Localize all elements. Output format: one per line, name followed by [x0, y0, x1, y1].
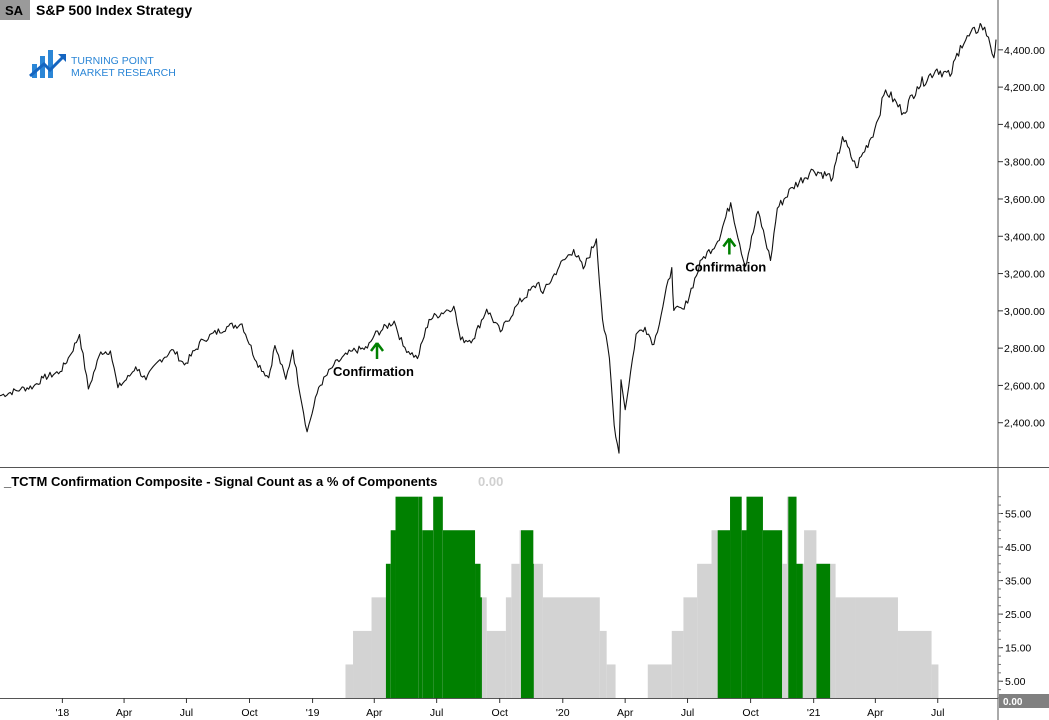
- indicator-tick-label: 55.00: [1005, 508, 1031, 520]
- chart-title: S&P 500 Index Strategy: [36, 2, 192, 18]
- time-axis: '18 Apr Jul Oct '19 Apr Jul Oct '20 Apr Jul Oct '21 A…: [56, 698, 944, 719]
- confirmation-bar: [390, 530, 396, 698]
- time-tick-label: Apr: [617, 707, 634, 719]
- time-tick-label: '18: [56, 707, 70, 719]
- signal-bar: [606, 664, 616, 698]
- signal-bar: [533, 563, 543, 698]
- confirmation-label: Confirmation: [685, 260, 766, 275]
- price-tick-label: 3,000.00: [1004, 306, 1045, 318]
- logo: TURNING POINT MARKET RESEARCH: [29, 50, 176, 79]
- price-line: [0, 22, 997, 454]
- time-tick-label: Apr: [366, 707, 383, 719]
- signal-bar: [931, 664, 939, 698]
- indicator-tick-label: 5.00: [1005, 676, 1026, 688]
- signal-bar: [804, 530, 817, 698]
- signal-bar: [345, 664, 354, 698]
- time-tick-label: '20: [556, 707, 570, 719]
- confirmation-bar: [442, 530, 476, 698]
- indicator-value-badge-bg: [999, 694, 1049, 708]
- time-tick-label: Oct: [742, 707, 758, 719]
- price-tick-label: 4,400.00: [1004, 45, 1045, 57]
- price-tick-label: 3,800.00: [1004, 157, 1045, 169]
- indicator-axis: 5.00 15.00 25.00 35.00 45.00 55.00: [998, 496, 1031, 699]
- indicator-tick-label: 45.00: [1005, 542, 1031, 554]
- confirmation-bar: [788, 496, 797, 698]
- signal-bar: [671, 630, 684, 698]
- time-tick-label: Oct: [492, 707, 508, 719]
- signal-bar: [835, 597, 856, 698]
- signal-bar: [371, 597, 386, 698]
- signal-bar: [486, 630, 506, 698]
- signal-bar: [505, 597, 512, 698]
- signal-bar: [647, 664, 672, 698]
- signal-bar: [599, 630, 607, 698]
- indicator-bars: [345, 496, 939, 698]
- confirmation-bar: [520, 530, 534, 698]
- confirmation-bar: [533, 563, 534, 698]
- time-tick-label: Jul: [180, 707, 193, 719]
- logo-line1: TURNING POINT: [71, 55, 154, 67]
- indicator-last-value: 0.00: [478, 474, 503, 489]
- confirmation-bar: [480, 597, 482, 698]
- symbol-badge-bg: [0, 0, 30, 20]
- time-tick-label: '19: [306, 707, 320, 719]
- signal-bar: [511, 563, 520, 698]
- price-tick-label: 2,800.00: [1004, 343, 1045, 355]
- time-tick-label: Apr: [116, 707, 133, 719]
- signal-bar: [353, 630, 372, 698]
- symbol-badge: SA: [5, 3, 24, 18]
- price-tick-label: 2,400.00: [1004, 418, 1045, 430]
- price-tick-label: 4,000.00: [1004, 119, 1045, 131]
- price-tick-label: 3,600.00: [1004, 194, 1045, 206]
- price-tick-label: 3,200.00: [1004, 269, 1045, 281]
- signal-bar: [480, 597, 487, 698]
- time-tick-label: Oct: [241, 707, 257, 719]
- confirmation-bar: [433, 496, 443, 698]
- signal-bar: [542, 597, 600, 698]
- confirmation-bar: [816, 563, 831, 698]
- time-tick-label: Apr: [867, 707, 884, 719]
- indicator-tick-label: 25.00: [1005, 609, 1031, 621]
- signal-bar: [683, 597, 698, 698]
- confirmation-bar: [741, 530, 747, 698]
- indicator-value-badge: 0.00: [1003, 697, 1023, 708]
- confirmation-bar: [746, 496, 763, 698]
- confirmation-bar: [418, 496, 423, 698]
- signal-bar: [782, 563, 787, 698]
- confirmation-bar: [717, 530, 731, 698]
- time-tick-label: Jul: [430, 707, 443, 719]
- indicator-tick-label: 35.00: [1005, 576, 1031, 588]
- price-axis: 2,400.00 2,600.00 2,800.00 3,000.00 3,200.00…: [998, 45, 1045, 430]
- confirmation-bar: [475, 563, 481, 698]
- bar-chart-arrow-icon: [29, 50, 66, 78]
- time-tick-label: Jul: [681, 707, 694, 719]
- signal-bar: [855, 597, 898, 698]
- confirmation-arrow-icon: [722, 237, 737, 255]
- indicator-title: _TCTM Confirmation Composite - Signal Co…: [3, 474, 437, 489]
- confirmation-arrow-icon: [370, 342, 385, 359]
- signal-bar: [697, 563, 712, 698]
- time-tick-label: Jul: [931, 707, 944, 719]
- price-tick-label: 4,200.00: [1004, 82, 1045, 94]
- indicator-tick-label: 15.00: [1005, 643, 1031, 655]
- confirmation-bar: [762, 530, 783, 698]
- confirmation-bar: [385, 563, 391, 698]
- time-tick-label: '21: [807, 707, 821, 719]
- logo-line2: MARKET RESEARCH: [71, 67, 176, 79]
- confirmation-bar: [422, 530, 434, 698]
- annotations: Confirmation Confirmation: [333, 237, 766, 379]
- confirmation-bar: [395, 496, 419, 698]
- confirmation-bar: [730, 496, 742, 698]
- signal-bar: [897, 630, 932, 698]
- confirmation-label: Confirmation: [333, 364, 414, 379]
- confirmation-bar: [796, 563, 803, 698]
- price-tick-label: 3,400.00: [1004, 231, 1045, 243]
- price-series: [0, 22, 997, 454]
- price-tick-label: 2,600.00: [1004, 380, 1045, 392]
